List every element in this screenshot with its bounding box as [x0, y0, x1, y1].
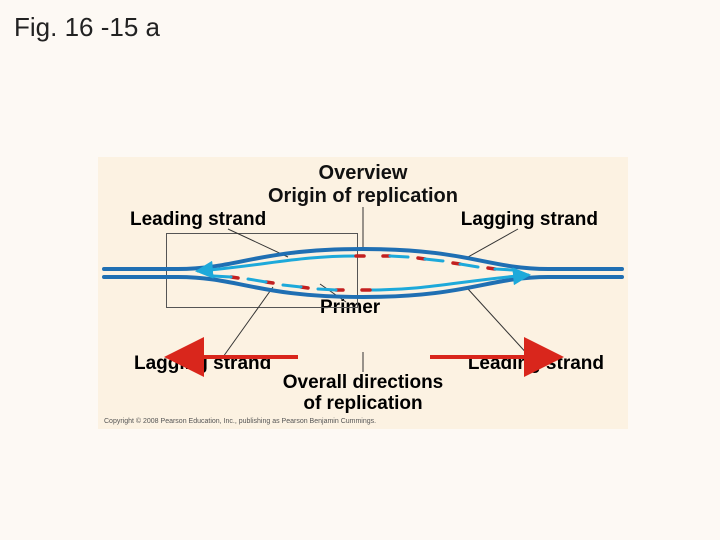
- page: Fig. 16 -15 a Overview Origin of replica…: [0, 0, 720, 540]
- lagging-strands: [213, 256, 513, 290]
- figure-title: Fig. 16 -15 a: [14, 12, 160, 43]
- diagram-panel: Overview Origin of replication Leading s…: [98, 157, 628, 429]
- dna-replication-diagram: [98, 157, 628, 429]
